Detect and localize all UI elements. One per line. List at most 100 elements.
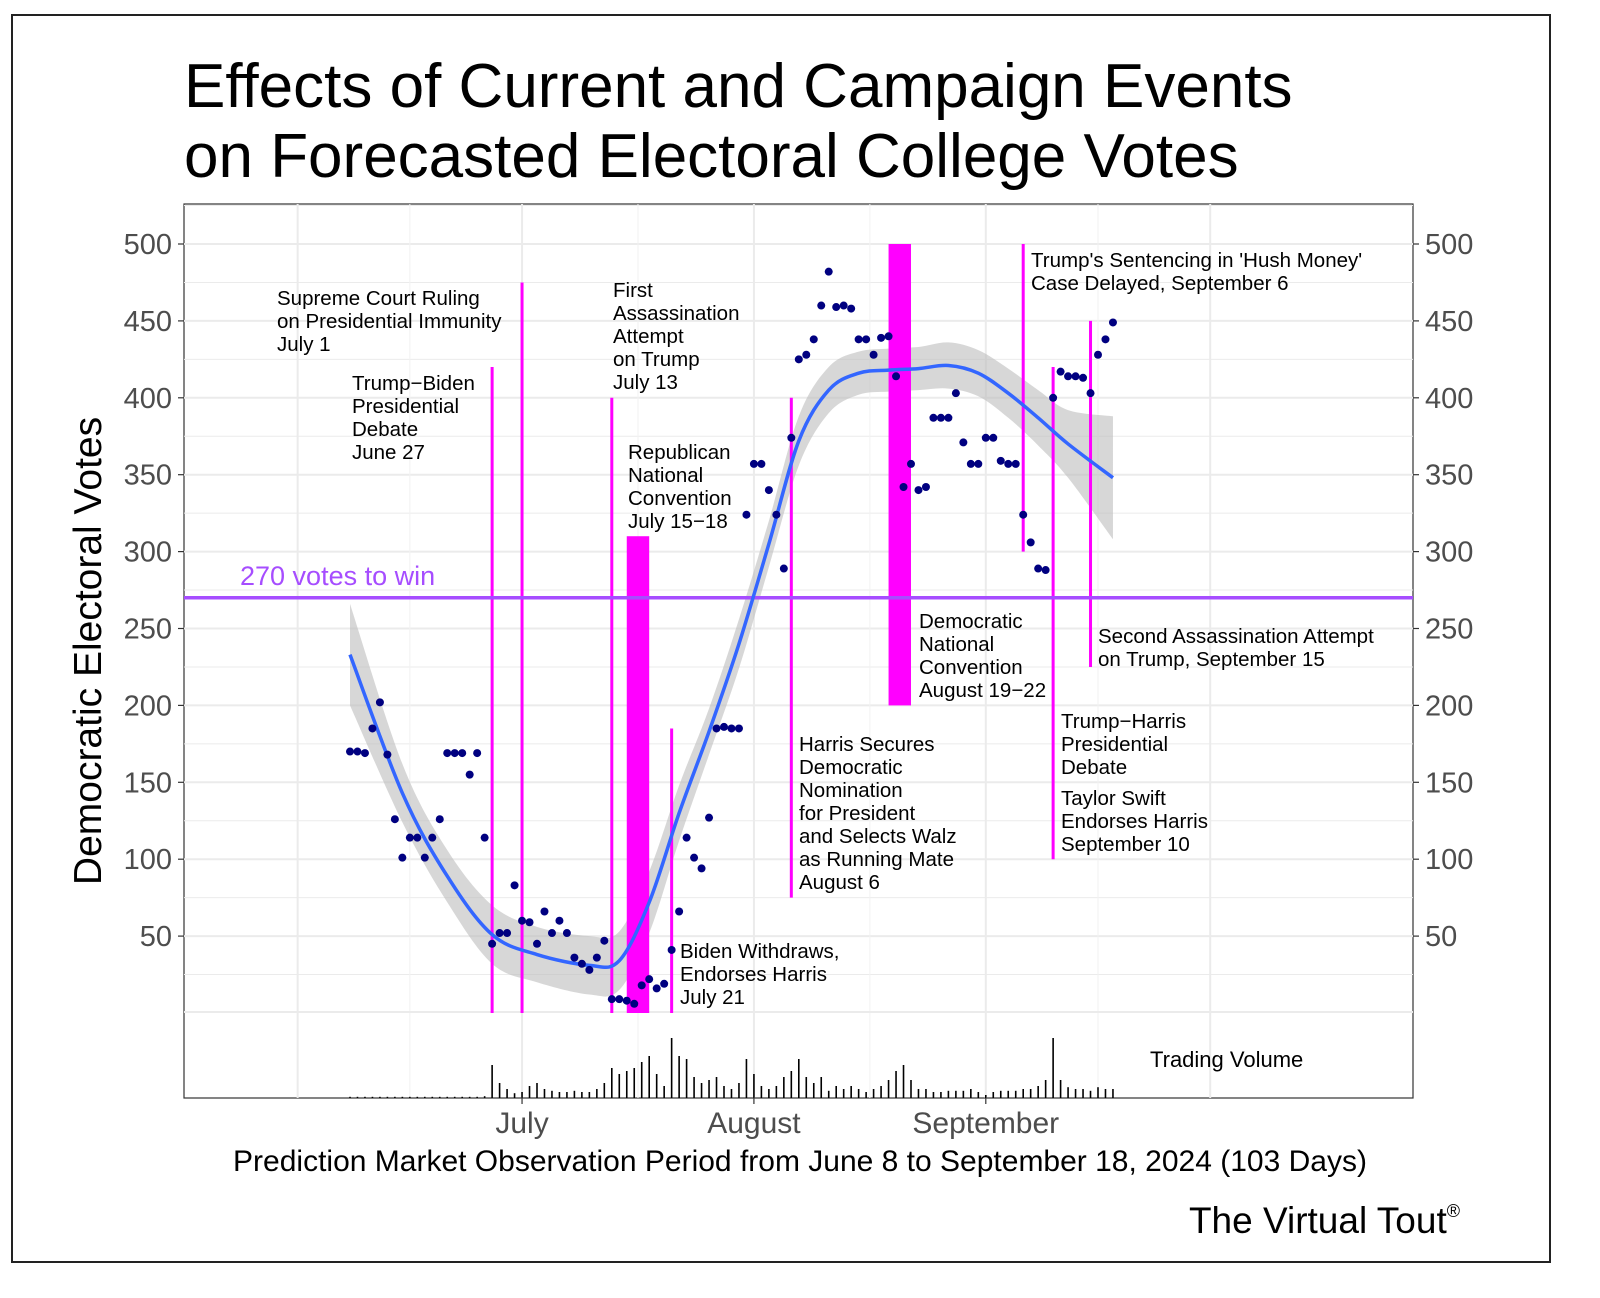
data-point — [832, 303, 841, 312]
data-point — [637, 981, 646, 990]
data-point — [794, 355, 803, 364]
data-point — [1094, 350, 1102, 359]
event-label-line: Trump−Harris — [1061, 710, 1186, 733]
event-label-line: Presidential — [352, 395, 459, 418]
data-point — [877, 333, 886, 342]
event-label-line: on Presidential Immunity — [277, 310, 502, 333]
event-label-harris-nom: Harris Secures Democratic Nomination for Pr… — [799, 733, 957, 894]
data-point — [420, 853, 429, 862]
data-point — [779, 564, 788, 573]
event-label-biden: Biden Withdraws, Endorses Harris July 21 — [680, 940, 840, 1009]
y-tick-label-right: 500 — [1425, 229, 1473, 261]
y-tick-label-left: 250 — [124, 614, 172, 646]
data-point — [974, 459, 983, 468]
data-point — [645, 975, 654, 984]
data-point — [757, 459, 766, 468]
data-point — [465, 770, 474, 779]
y-tick-label-left: 50 — [140, 921, 172, 953]
event-label-line: Republican — [628, 441, 731, 464]
y-tick-label-right: 250 — [1425, 614, 1473, 646]
smooth-curve-group — [348, 363, 1115, 970]
event-label-line: Case Delayed, September 6 — [1031, 272, 1289, 295]
y-tick-label-right: 450 — [1425, 306, 1473, 338]
event-label-line: Convention — [919, 656, 1023, 679]
y-tick-label-left: 300 — [124, 537, 172, 569]
event-label-line: July 15−18 — [628, 510, 728, 533]
data-point — [435, 815, 444, 824]
data-point — [787, 433, 796, 442]
event-label-line: Democratic — [799, 756, 903, 779]
data-point — [1026, 538, 1035, 547]
data-point — [555, 916, 564, 925]
data-point — [607, 995, 616, 1004]
data-point — [480, 833, 489, 842]
event-label-assassination1: First Assassination Attempt on Trump July 13 — [613, 279, 739, 394]
data-point — [1101, 335, 1110, 344]
event-label-line: Assassination — [613, 302, 739, 325]
event-label-line: Endorses Harris — [1061, 810, 1208, 833]
event-label-line: as Running Mate — [799, 848, 954, 871]
data-point — [712, 724, 721, 733]
data-point — [734, 724, 743, 733]
event-label-line: National — [919, 633, 994, 656]
event-label-debate1: Trump−Biden Presidential Debate June 27 — [352, 372, 475, 464]
data-point — [697, 864, 706, 873]
data-point — [742, 510, 751, 519]
chart-title-line-1: Effects of Current and Campaign Events — [184, 52, 1293, 121]
event-label-scotus: Supreme Court Ruling on Presidential Immu… — [277, 287, 502, 356]
data-point — [1071, 372, 1080, 381]
data-point — [615, 995, 624, 1004]
event-label-line: Debate — [352, 418, 418, 441]
data-point — [764, 486, 773, 495]
event-label-assassination2: Second Assassination Attempt on Trump, Se… — [1098, 625, 1374, 671]
event-labels: Trump−Biden Presidential Debate June 27 Supr… — [277, 249, 1374, 1009]
event-label-line: National — [628, 464, 703, 487]
data-point — [1019, 510, 1028, 519]
data-point — [1011, 459, 1020, 468]
data-point — [667, 945, 676, 954]
data-point — [1049, 393, 1058, 402]
data-point — [577, 959, 586, 968]
event-label-line: Trump's Sentencing in 'Hush Money' — [1031, 249, 1362, 272]
data-point — [802, 350, 811, 359]
event-label-rnc: Republican National Convention July 15−18 — [628, 441, 732, 533]
event-band-dnc — [888, 244, 911, 706]
data-point — [675, 907, 684, 916]
data-point — [525, 918, 534, 927]
data-point — [727, 724, 736, 733]
data-point — [996, 456, 1005, 465]
data-point — [854, 335, 863, 344]
data-point — [660, 979, 669, 988]
data-point — [809, 335, 818, 344]
data-point — [899, 483, 908, 492]
smooth-curve — [348, 363, 1115, 970]
data-point — [824, 267, 833, 276]
data-point — [682, 833, 691, 842]
data-point — [383, 750, 392, 759]
event-label-line: Second Assassination Attempt — [1098, 625, 1374, 648]
plot-panel — [183, 203, 1414, 1099]
y-tick-label-left: 100 — [124, 844, 172, 876]
data-point — [428, 833, 437, 842]
data-point — [547, 929, 556, 938]
event-label-dnc: Democratic National Convention August 19−22 — [919, 610, 1046, 702]
data-point — [1041, 566, 1050, 575]
data-point — [443, 749, 452, 758]
event-label-line: Harris Secures — [799, 733, 935, 756]
threshold-label: 270 votes to win — [240, 561, 435, 591]
data-point — [585, 965, 594, 974]
data-point — [1004, 459, 1013, 468]
event-label-line: August 6 — [799, 871, 880, 894]
data-point — [413, 833, 422, 842]
data-point — [450, 749, 459, 758]
data-point — [936, 413, 945, 422]
data-point — [966, 459, 975, 468]
event-label-line: on Trump, September 15 — [1098, 648, 1325, 671]
y-tick-label-left: 200 — [124, 690, 172, 722]
event-label-line: Convention — [628, 487, 732, 510]
y-tick-label-left: 400 — [124, 383, 172, 415]
event-label-line: for President — [799, 802, 916, 825]
data-point — [570, 953, 579, 962]
data-point — [652, 984, 661, 993]
